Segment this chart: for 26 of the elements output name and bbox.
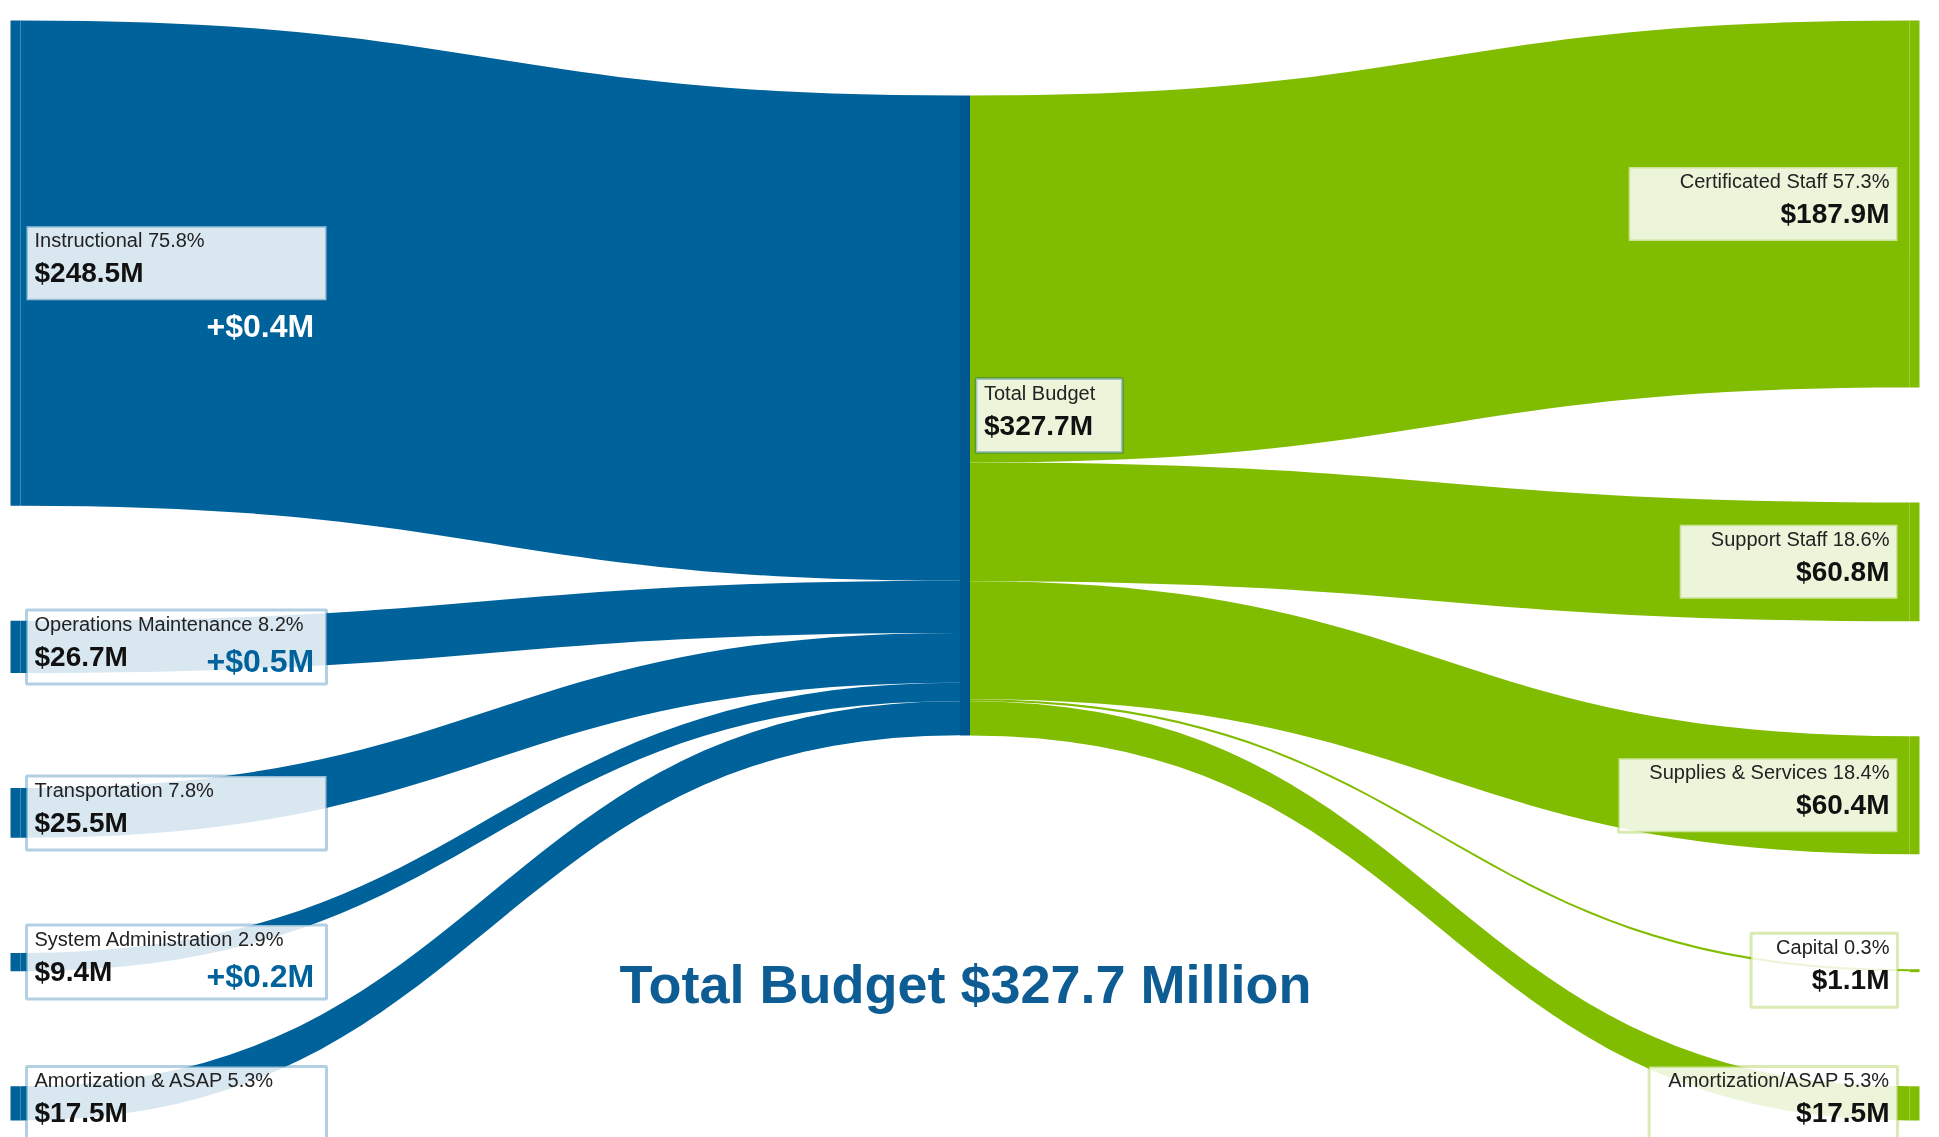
category-label: Amortization & ASAP 5.3% (34, 1069, 274, 1092)
data-label: $1.1M (1811, 964, 1890, 996)
data-label: $17.5M (34, 1097, 128, 1129)
data-label: $248.5M (34, 257, 144, 289)
category-label: Instructional 75.8% (34, 229, 205, 252)
data-label: $25.5M (34, 806, 128, 838)
category-label: Support Staff 18.6% (1710, 527, 1890, 550)
data-label: $187.9M (1780, 197, 1890, 229)
text: +$0.5M (206, 642, 315, 679)
text: +$0.4M (206, 308, 315, 345)
category-label: Supplies & Services 18.4% (1649, 761, 1890, 784)
text: +$0.2M (206, 958, 315, 995)
text: Total Budget $327.7 Million (619, 953, 1312, 1014)
category-label: Amortization/ASAP 5.3% (1668, 1069, 1890, 1092)
category-label: Capital 0.3% (1776, 936, 1890, 959)
category-label: Certificated Staff 57.3% (1679, 169, 1890, 192)
data-label: $17.5M (1796, 1097, 1890, 1129)
data-label: $9.4M (34, 956, 113, 988)
category-label: System Administration 2.9% (34, 928, 284, 951)
category-label: Transportation 7.8% (34, 778, 215, 801)
category-label: Total Budget (984, 381, 1096, 404)
data-label: $26.7M (34, 640, 128, 672)
category-label: Operations Maintenance 8.2% (34, 612, 304, 635)
data-label: $327.7M (984, 409, 1093, 441)
data-label: $60.8M (1796, 555, 1890, 587)
data-label: $60.4M (1796, 789, 1890, 821)
